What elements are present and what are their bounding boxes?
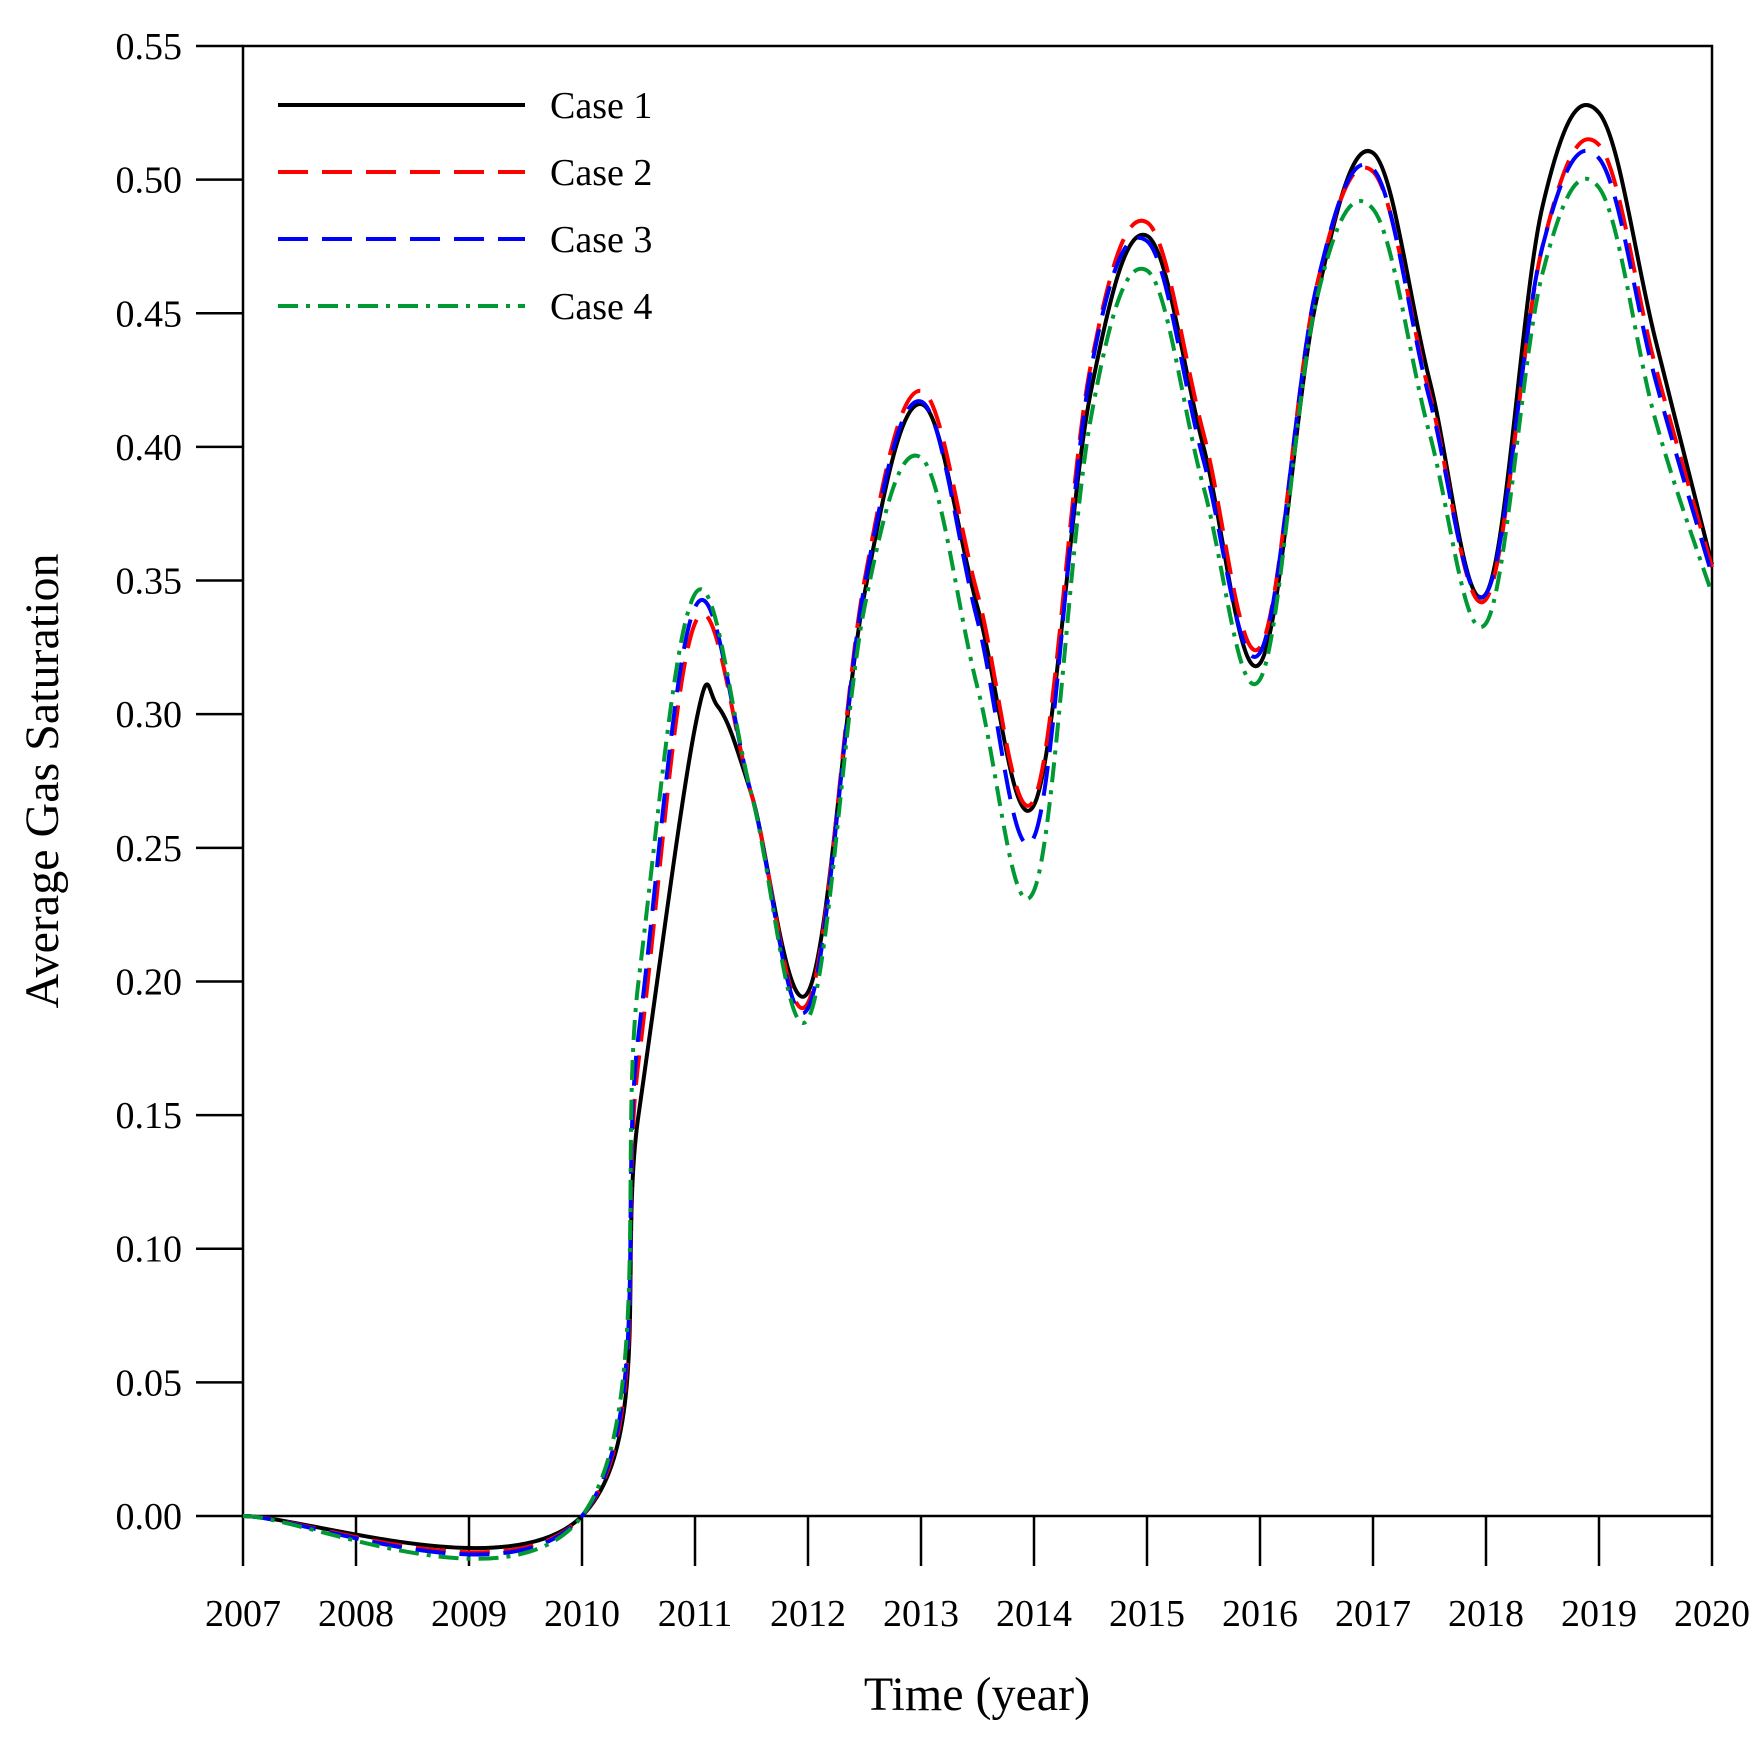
y-tick-label: 0.20 bbox=[116, 961, 183, 1003]
x-tick-label: 2015 bbox=[1109, 1593, 1185, 1635]
y-axis: 0.00 0.05 0.10 0.15 0.20 0.25 0.30 0.35 0.40 0.45… bbox=[116, 26, 243, 1538]
y-tick-label: 0.25 bbox=[116, 828, 183, 870]
x-tick-label: 2016 bbox=[1222, 1593, 1298, 1635]
x-tick-label: 2019 bbox=[1561, 1593, 1637, 1635]
legend-label-case-3: Case 3 bbox=[550, 219, 652, 261]
x-tick-label: 2014 bbox=[996, 1593, 1072, 1635]
x-axis-title: Time (year) bbox=[864, 1668, 1090, 1721]
x-tick-label: 2009 bbox=[431, 1593, 507, 1635]
y-tick-label: 0.45 bbox=[116, 293, 183, 335]
legend: Case 1 Case 2 Case 3 Case 4 bbox=[278, 85, 652, 328]
x-tick-label: 2013 bbox=[883, 1593, 959, 1635]
x-tick-label: 2017 bbox=[1335, 1593, 1411, 1635]
plot-frame bbox=[241, 44, 1714, 1518]
y-tick-label: 0.05 bbox=[116, 1362, 183, 1404]
series-layer bbox=[242, 103, 1714, 1561]
x-axis: 2007 2008 2009 2010 2011 2012 2013 2014 2015 2016… bbox=[205, 1516, 1750, 1635]
y-axis-title: Average Gas Saturation bbox=[16, 554, 69, 1009]
y-tick-label: 0.15 bbox=[116, 1095, 183, 1137]
x-tick-label: 2010 bbox=[544, 1593, 620, 1635]
series-line-case-3 bbox=[242, 148, 1714, 1557]
y-tick-label: 0.10 bbox=[116, 1229, 183, 1271]
y-tick-label: 0.40 bbox=[116, 427, 183, 469]
legend-label-case-4: Case 4 bbox=[550, 286, 652, 328]
series-line-case-4 bbox=[242, 176, 1714, 1561]
x-tick-label: 2012 bbox=[770, 1593, 846, 1635]
x-tick-label: 2007 bbox=[205, 1593, 281, 1635]
legend-label-case-2: Case 2 bbox=[550, 152, 652, 194]
y-tick-label: 0.50 bbox=[116, 160, 183, 202]
series-line-case-1 bbox=[242, 103, 1714, 1551]
series-line-case-2 bbox=[242, 137, 1714, 1555]
x-tick-label: 2020 bbox=[1674, 1593, 1750, 1635]
y-tick-label: 0.00 bbox=[116, 1496, 183, 1538]
y-tick-label: 0.30 bbox=[116, 694, 183, 736]
y-tick-label: 0.35 bbox=[116, 561, 183, 603]
x-tick-label: 2011 bbox=[658, 1593, 733, 1635]
y-tick-label: 0.55 bbox=[116, 26, 183, 68]
x-tick-label: 2018 bbox=[1448, 1593, 1524, 1635]
legend-label-case-1: Case 1 bbox=[550, 85, 652, 127]
x-tick-label: 2008 bbox=[318, 1593, 394, 1635]
